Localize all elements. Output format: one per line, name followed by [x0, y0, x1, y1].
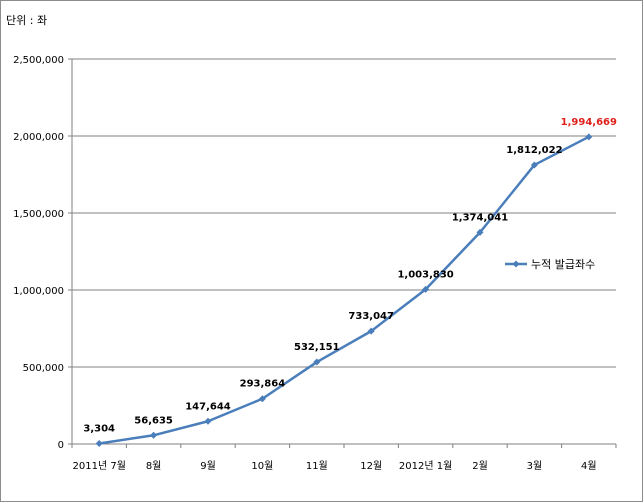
- legend: 누적 발급좌수: [505, 258, 595, 271]
- y-tick-label: 1,500,000: [13, 209, 64, 220]
- data-point: [95, 439, 103, 447]
- data-point: [422, 285, 430, 293]
- data-point: [204, 417, 212, 425]
- data-point: [367, 327, 375, 335]
- y-tick-label: 1,000,000: [13, 286, 64, 297]
- y-tick-label: 2,500,000: [13, 55, 64, 66]
- gridlines: [72, 58, 616, 368]
- data-label: 1,812,022: [506, 145, 562, 156]
- data-label: 1,003,830: [397, 269, 453, 280]
- x-tick-label: 9월: [200, 460, 216, 472]
- axes: [71, 59, 616, 445]
- data-label: 532,151: [294, 342, 340, 353]
- x-tick-label: 10월: [251, 460, 273, 472]
- x-tick-label: 11월: [306, 460, 328, 472]
- series-line: [99, 135, 590, 445]
- data-point: [258, 395, 266, 403]
- x-tick-label: 2월: [472, 460, 488, 472]
- x-tick-label: 3월: [527, 460, 543, 472]
- data-point: [476, 228, 484, 236]
- x-tick-label: 2011년 7월: [73, 460, 126, 472]
- y-tick-label: 0: [58, 440, 64, 451]
- data-label: 147,644: [185, 401, 231, 412]
- x-tick-label: 2012년 1월: [399, 460, 452, 472]
- data-point: [313, 358, 321, 366]
- legend-label: 누적 발급좌수: [531, 258, 595, 271]
- unit-label: 단위 : 좌: [6, 14, 48, 27]
- data-label: 1,374,041: [452, 212, 508, 223]
- data-labels: 3,304 56,635 147,644 293,864 532,151 733,047 1…: [83, 117, 617, 435]
- data-point: [530, 161, 538, 169]
- y-tick-label: 500,000: [23, 363, 64, 374]
- legend-marker: [512, 260, 520, 268]
- data-label: 1,994,669: [561, 117, 617, 128]
- y-axis-ticks: 0 500,000 1,000,000 1,500,000 2,000,000 2,500…: [13, 55, 72, 451]
- data-label: 733,047: [348, 311, 394, 322]
- data-label: 293,864: [240, 379, 286, 390]
- x-tick-label: 8월: [146, 460, 162, 472]
- data-label: 56,635: [134, 415, 173, 426]
- x-axis-ticks: 2011년 7월 8월 9월 10월 11월 12월 2012년 1월 2월 3월 4월: [71, 444, 617, 472]
- data-point: [150, 431, 158, 439]
- series-group: [95, 133, 593, 447]
- x-tick-label: 4월: [581, 460, 597, 472]
- y-tick-label: 2,000,000: [13, 132, 64, 143]
- data-point: [585, 133, 593, 141]
- data-label: 3,304: [83, 423, 115, 434]
- x-tick-label: 12월: [360, 460, 382, 472]
